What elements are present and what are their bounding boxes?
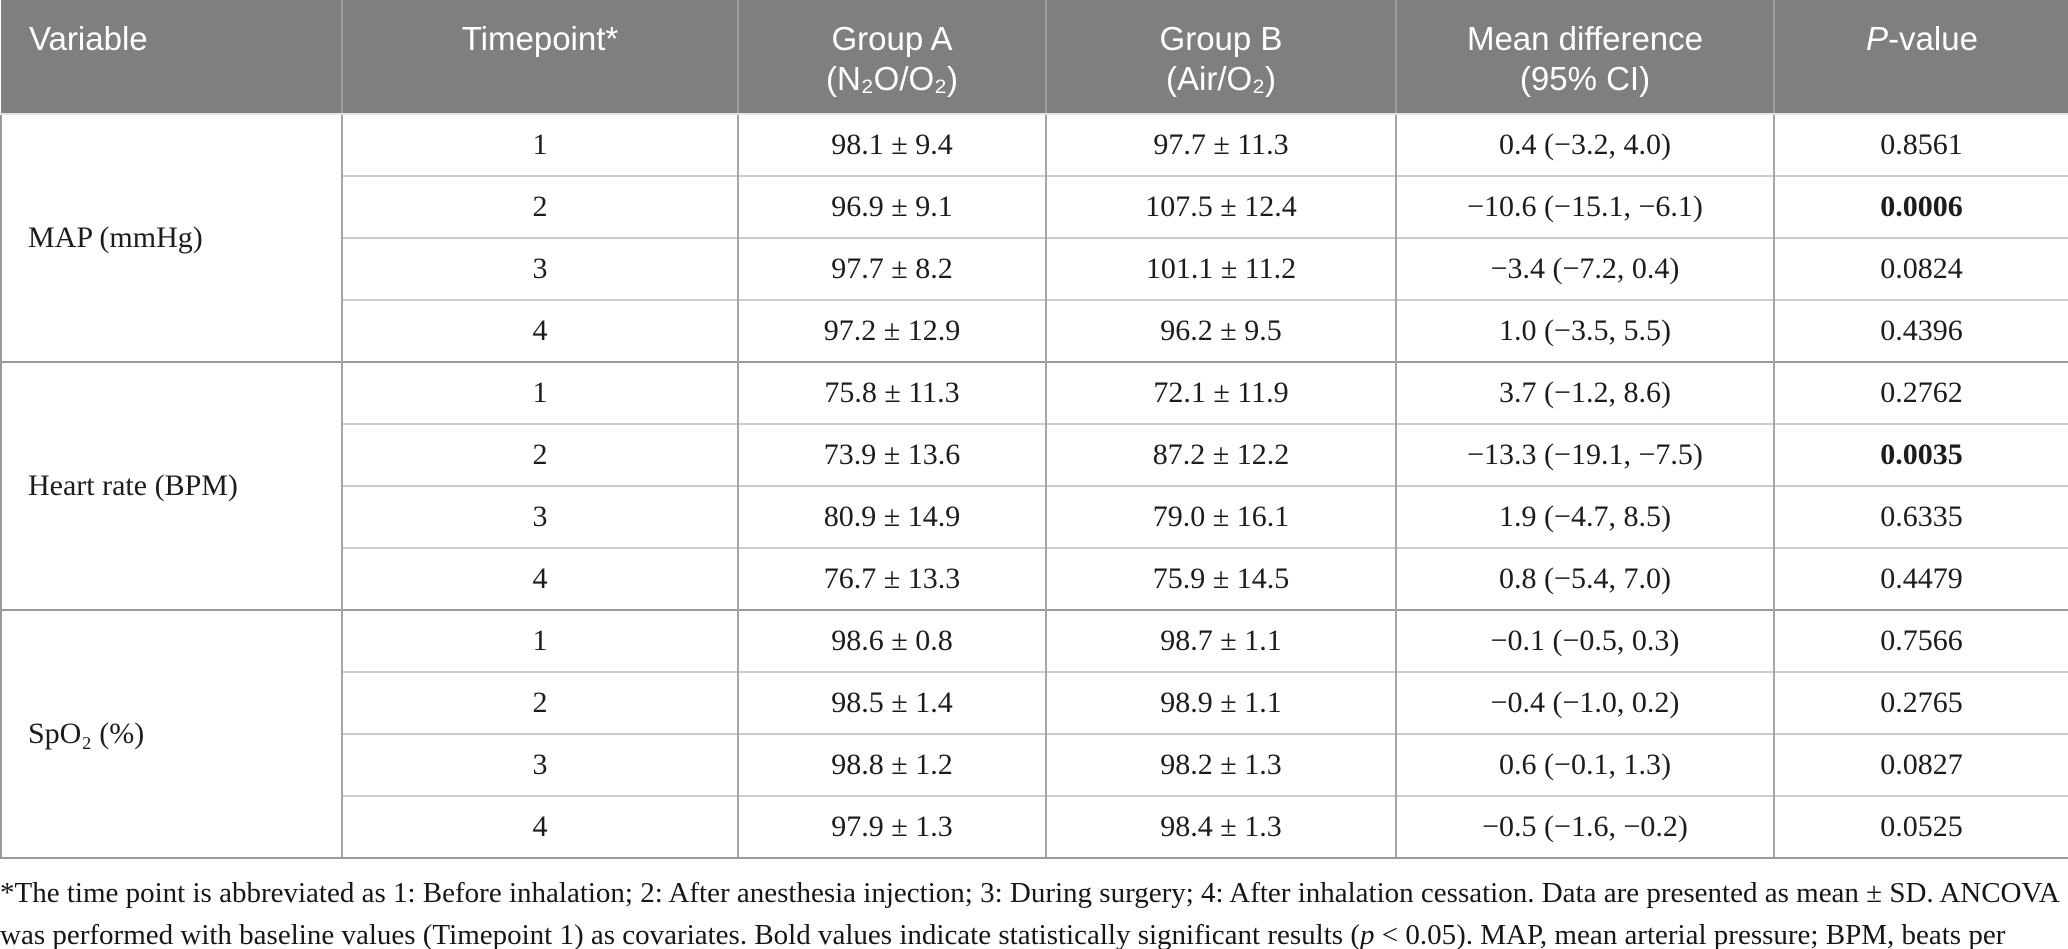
timepoint-cell: 1 [341, 114, 738, 176]
table-footnote: *The time point is abbreviated as 1: Bef… [0, 872, 2068, 949]
group-b-cell: 97.7 ± 11.3 [1045, 114, 1396, 176]
group-a-line2: (N₂O/O₂) [826, 60, 958, 97]
table-body: MAP (mmHg) 1 98.1 ± 9.4 97.7 ± 11.3 0.4 (−3.… [0, 114, 2068, 859]
group-b-line2: (Air/O₂) [1166, 60, 1276, 97]
variable-cell: Heart rate (BPM) [0, 361, 342, 610]
table-header: Variable Timepoint* Group A (N₂O/O₂) Gro… [1, 0, 2068, 115]
group-b-cell: 96.2 ± 9.5 [1045, 299, 1396, 362]
p-value-cell: 0.0827 [1773, 733, 2068, 796]
p-value-cell: 0.4396 [1773, 299, 2068, 362]
mean-diff-cell: 0.4 (−3.2, 4.0) [1395, 114, 1774, 176]
p-value-cell: 0.2762 [1773, 361, 2068, 424]
group-a-line1: Group A [831, 20, 953, 57]
footnote-text-before: *The time point is abbreviated as 1: Bef… [0, 877, 2059, 949]
col-header-mean-difference: Mean difference (95% CI) [1395, 0, 1774, 115]
group-b-cell: 98.4 ± 1.3 [1045, 795, 1396, 859]
p-value-cell: 0.4479 [1773, 547, 2068, 610]
group-a-cell: 96.9 ± 9.1 [737, 175, 1046, 238]
timepoint-cell: 3 [341, 485, 738, 548]
group-b-cell: 98.9 ± 1.1 [1045, 671, 1396, 734]
p-value-cell: 0.0035 [1773, 423, 2068, 486]
mean-diff-cell: 3.7 (−1.2, 8.6) [1395, 361, 1774, 424]
timepoint-cell: 1 [341, 609, 738, 672]
group-b-cell: 72.1 ± 11.9 [1045, 361, 1396, 424]
col-header-p-value: P-value [1773, 0, 2068, 115]
group-a-cell: 97.2 ± 12.9 [737, 299, 1046, 362]
timepoint-cell: 3 [341, 733, 738, 796]
group-a-cell: 80.9 ± 14.9 [737, 485, 1046, 548]
group-a-cell: 97.7 ± 8.2 [737, 237, 1046, 300]
p-value-cell: 0.7566 [1773, 609, 2068, 672]
mean-diff-cell: −0.4 (−1.0, 0.2) [1395, 671, 1774, 734]
group-a-cell: 75.8 ± 11.3 [737, 361, 1046, 424]
p-value-header-rest: -value [1888, 20, 1978, 57]
group-b-cell: 87.2 ± 12.2 [1045, 423, 1396, 486]
group-b-cell: 79.0 ± 16.1 [1045, 485, 1396, 548]
timepoint-cell: 3 [341, 237, 738, 300]
p-value-cell: 0.0824 [1773, 237, 2068, 300]
table-row: 4 97.9 ± 1.3 98.4 ± 1.3 −0.5 (−1.6, −0.2) 0.… [1, 795, 2068, 859]
mean-diff-cell: −0.1 (−0.5, 0.3) [1395, 609, 1774, 672]
variable-cell: MAP (mmHg) [0, 114, 342, 362]
timepoint-cell: 4 [341, 299, 738, 362]
table-row: 3 97.7 ± 8.2 101.1 ± 11.2 −3.4 (−7.2, 0.4) 0… [1, 237, 2068, 300]
group-a-cell: 76.7 ± 13.3 [737, 547, 1046, 610]
footnote-p-italic: p [1359, 919, 1375, 949]
table-row: 3 80.9 ± 14.9 79.0 ± 16.1 1.9 (−4.7, 8.5) 0.… [1, 485, 2068, 548]
table-row: Heart rate (BPM) 1 75.8 ± 11.3 72.1 ± 11.9 3… [0, 361, 2068, 610]
table-row: SpO₂ (%) 1 98.6 ± 0.8 98.7 ± 1.1 −0.1 (−0.5,… [0, 609, 2068, 859]
mean-diff-cell: 0.8 (−5.4, 7.0) [1395, 547, 1774, 610]
table-row: 4 76.7 ± 13.3 75.9 ± 14.5 0.8 (−5.4, 7.0) 0.… [1, 547, 2068, 610]
group-b-cell: 101.1 ± 11.2 [1045, 237, 1396, 300]
timepoint-cell: 2 [341, 175, 738, 238]
col-header-timepoint: Timepoint* [341, 0, 738, 115]
group-b-cell: 98.2 ± 1.3 [1045, 733, 1396, 796]
p-value-cell: 0.0525 [1773, 795, 2068, 859]
table-row: 2 96.9 ± 9.1 107.5 ± 12.4 −10.6 (−15.1, −6.… [1, 175, 2068, 238]
group-a-cell: 73.9 ± 13.6 [737, 423, 1046, 486]
timepoint-cell: 2 [341, 423, 738, 486]
mean-diff-cell: 1.0 (−3.5, 5.5) [1395, 299, 1774, 362]
mean-diff-cell: −0.5 (−1.6, −0.2) [1395, 795, 1774, 859]
table-row: 2 98.5 ± 1.4 98.9 ± 1.1 −0.4 (−1.0, 0.2) 0.2… [1, 671, 2068, 734]
p-value-cell: 0.2765 [1773, 671, 2068, 734]
p-value-cell: 0.8561 [1773, 114, 2068, 176]
mean-diff-line2: (95% CI) [1519, 60, 1651, 97]
group-b-cell: 107.5 ± 12.4 [1045, 175, 1396, 238]
mean-diff-line1: Mean difference [1466, 20, 1704, 57]
table-row: 4 97.2 ± 12.9 96.2 ± 9.5 1.0 (−3.5, 5.5) 0.4… [1, 299, 2068, 362]
group-b-line1: Group B [1159, 20, 1283, 57]
group-a-cell: 98.1 ± 9.4 [737, 114, 1046, 176]
col-header-group-a: Group A (N₂O/O₂) [737, 0, 1046, 115]
mean-diff-cell: −13.3 (−19.1, −7.5) [1395, 423, 1774, 486]
p-value-header-italic: P [1866, 20, 1889, 57]
results-table: Variable Timepoint* Group A (N₂O/O₂) Gro… [0, 0, 2068, 859]
timepoint-cell: 1 [341, 361, 738, 424]
mean-diff-cell: −3.4 (−7.2, 0.4) [1395, 237, 1774, 300]
timepoint-cell: 4 [341, 547, 738, 610]
group-b-cell: 98.7 ± 1.1 [1045, 609, 1396, 672]
mean-diff-cell: −10.6 (−15.1, −6.1) [1395, 175, 1774, 238]
col-header-group-b: Group B (Air/O₂) [1045, 0, 1396, 115]
mean-diff-cell: 1.9 (−4.7, 8.5) [1395, 485, 1774, 548]
group-b-cell: 75.9 ± 14.5 [1045, 547, 1396, 610]
timepoint-cell: 4 [341, 795, 738, 859]
p-value-cell: 0.6335 [1773, 485, 2068, 548]
table-row: 3 98.8 ± 1.2 98.2 ± 1.3 0.6 (−0.1, 1.3) 0.08… [1, 733, 2068, 796]
table-row: 2 73.9 ± 13.6 87.2 ± 12.2 −13.3 (−19.1, −7.… [1, 423, 2068, 486]
footnote-text-after: < 0.05). MAP, mean arterial pressure; BP… [1381, 919, 2006, 949]
variable-cell: SpO₂ (%) [0, 609, 342, 859]
header-row: Variable Timepoint* Group A (N₂O/O₂) Gro… [1, 0, 2068, 115]
table-row: MAP (mmHg) 1 98.1 ± 9.4 97.7 ± 11.3 0.4 (−3.… [0, 114, 2068, 362]
group-a-cell: 98.5 ± 1.4 [737, 671, 1046, 734]
group-a-cell: 98.6 ± 0.8 [737, 609, 1046, 672]
p-value-cell: 0.0006 [1773, 175, 2068, 238]
col-header-variable: Variable [1, 0, 342, 115]
group-a-cell: 97.9 ± 1.3 [737, 795, 1046, 859]
group-a-cell: 98.8 ± 1.2 [737, 733, 1046, 796]
timepoint-cell: 2 [341, 671, 738, 734]
mean-diff-cell: 0.6 (−0.1, 1.3) [1395, 733, 1774, 796]
